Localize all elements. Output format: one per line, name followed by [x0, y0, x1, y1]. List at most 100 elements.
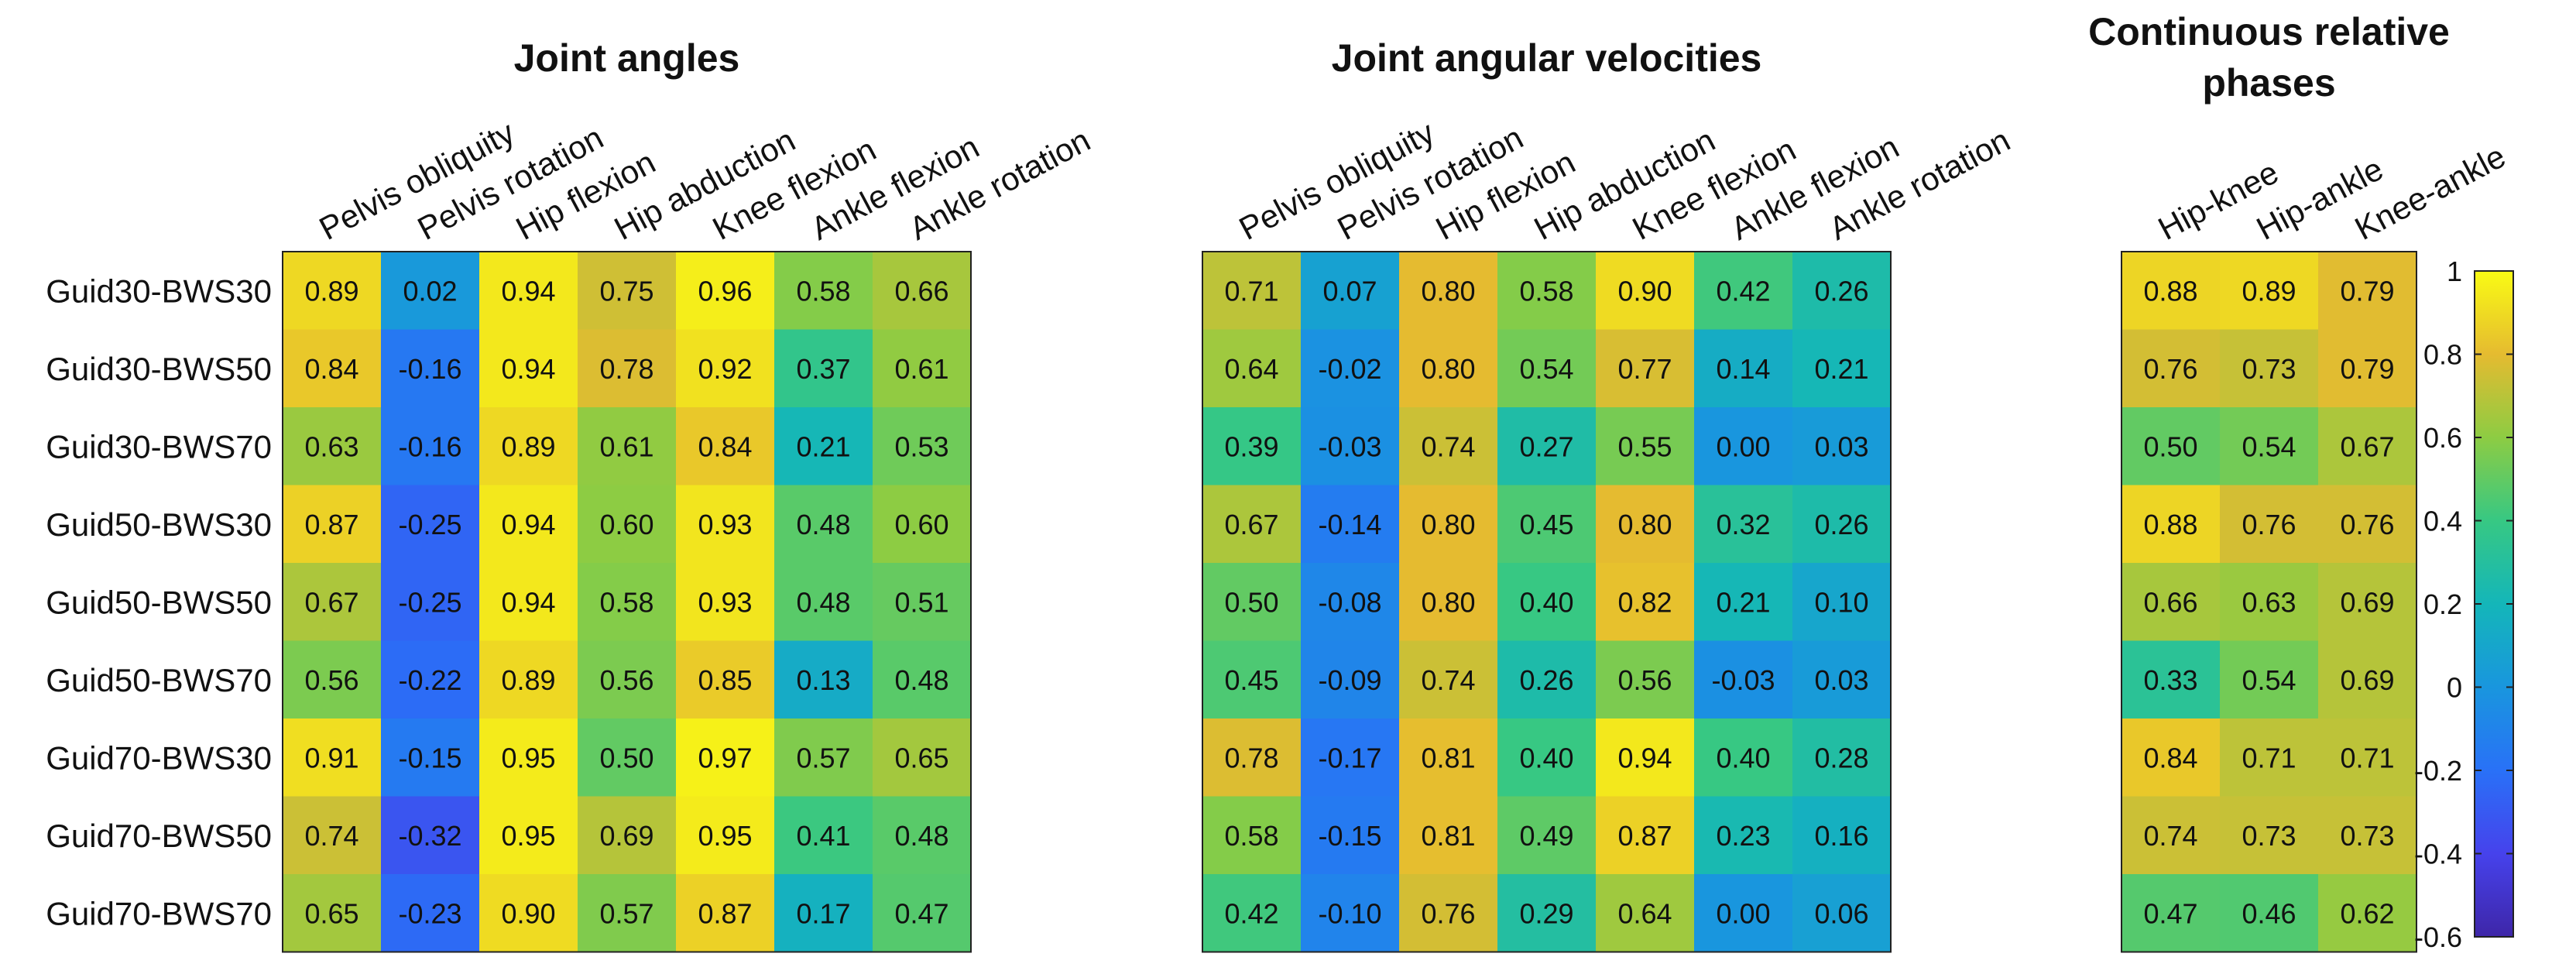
heatmap-cell — [873, 874, 972, 953]
row-label: Guid70-BWS70 — [46, 895, 272, 931]
cell-value-label: 0.53 — [894, 430, 948, 462]
heatmap-cell — [381, 407, 480, 486]
heatmap-cell — [283, 252, 382, 331]
heatmap-cell — [1497, 252, 1597, 331]
cell-value-label: 0.78 — [599, 353, 653, 385]
colorbar-tick-label: -0.6 — [2414, 921, 2462, 953]
cell-value-label: 0.71 — [2242, 742, 2296, 773]
heatmap-cell — [2122, 329, 2221, 408]
cell-value-label: -0.15 — [1318, 820, 1381, 852]
cell-value-label: 0.26 — [1814, 509, 1868, 540]
heatmap-cell — [774, 563, 873, 642]
heatmap-cell — [1497, 640, 1597, 719]
cell-value-label: 0.21 — [1716, 586, 1770, 618]
heatmap-cell — [283, 485, 382, 564]
heatmap-cell — [1792, 407, 1892, 486]
cell-value-label: 0.46 — [2242, 897, 2296, 929]
cell-value-label: 0.79 — [2340, 275, 2394, 307]
cell-value-label: 0.80 — [1617, 509, 1672, 540]
heatmap-cell — [1694, 718, 1793, 797]
heatmap-cell — [2318, 485, 2417, 564]
cell-value-label: 0.32 — [1716, 509, 1770, 540]
cell-value-label: 0.26 — [1814, 275, 1868, 307]
cell-value-label: 0.71 — [2340, 742, 2394, 773]
heatmap-cell — [578, 563, 677, 642]
cell-value-label: 0.81 — [1421, 742, 1475, 773]
heatmap-cell — [774, 252, 873, 331]
cell-value-label: 0.03 — [1814, 664, 1868, 696]
heatmap-cell — [479, 329, 578, 408]
panel-title: Joint angles — [514, 36, 740, 80]
heatmap-cell — [774, 407, 873, 486]
heatmap-cell — [1202, 563, 1302, 642]
cell-value-label: 0.73 — [2340, 820, 2394, 852]
heatmap-cell — [1301, 563, 1400, 642]
heatmap-cell — [1202, 874, 1302, 953]
heatmap-cell — [1596, 407, 1695, 486]
heatmap-cell — [1792, 563, 1892, 642]
cell-value-label: 0.03 — [1814, 430, 1868, 462]
cell-value-label: 0.10 — [1814, 586, 1868, 618]
cell-value-label: 0.94 — [501, 353, 555, 385]
heatmap-cell — [1792, 329, 1892, 408]
cell-value-label: 0.58 — [1519, 275, 1573, 307]
cell-value-label: 0.40 — [1519, 742, 1573, 773]
heatmap-cell — [676, 329, 775, 408]
cell-value-label: 0.65 — [894, 742, 948, 773]
cell-value-label: 0.67 — [1224, 509, 1278, 540]
heatmap-cell — [2122, 407, 2221, 486]
panel-frame — [282, 251, 972, 953]
cell-value-label: 0.69 — [2340, 664, 2394, 696]
heatmap-cell — [2122, 796, 2221, 875]
heatmap-cell — [1792, 874, 1892, 953]
cell-value-label: 0.90 — [1617, 275, 1672, 307]
heatmap-cell — [2122, 640, 2221, 719]
cell-value-label: 0.73 — [2242, 353, 2296, 385]
cell-value-label: 0.50 — [599, 742, 653, 773]
heatmap-cell — [2220, 329, 2319, 408]
cell-value-label: 0.58 — [599, 586, 653, 618]
heatmap-cell — [774, 640, 873, 719]
heatmap-cell — [283, 640, 382, 719]
cell-value-label: 0.61 — [894, 353, 948, 385]
heatmap-cell — [1497, 796, 1597, 875]
heatmap-cell — [774, 329, 873, 408]
cell-value-label: -0.08 — [1318, 586, 1381, 618]
heatmap-cell — [1497, 563, 1597, 642]
heatmap-cell — [1202, 796, 1302, 875]
cell-value-label: -0.16 — [398, 353, 461, 385]
heatmap-cell — [1792, 485, 1892, 564]
heatmap-cell — [1399, 329, 1498, 408]
cell-value-label: -0.14 — [1318, 509, 1381, 540]
cell-value-label: 0.88 — [2143, 509, 2197, 540]
cell-value-label: -0.03 — [1711, 664, 1775, 696]
cell-value-label: 0.76 — [2242, 509, 2296, 540]
heatmap-cell — [873, 329, 972, 408]
cell-value-label: 0.02 — [403, 275, 457, 307]
cell-value-label: 0.74 — [1421, 430, 1475, 462]
heatmap-cell — [2318, 718, 2417, 797]
heatmap-cell — [381, 485, 480, 564]
colorbar: 1 0.8 0.6 0.4 0.2 0 -0.2 -0.4 -0.6 — [2414, 256, 2514, 953]
heatmap-cell — [1792, 796, 1892, 875]
cell-value-label: 0.74 — [1421, 664, 1475, 696]
cell-value-label: 0.33 — [2143, 664, 2197, 696]
heatmap-cell — [873, 485, 972, 564]
cell-value-label: 0.65 — [304, 897, 358, 929]
cell-value-label: 0.94 — [501, 275, 555, 307]
heatmap-cell — [479, 640, 578, 719]
heatmap-cell — [283, 874, 382, 953]
cell-value-label: 0.62 — [2340, 897, 2394, 929]
cell-value-label: 0.84 — [2143, 742, 2197, 773]
panel-frame — [1202, 251, 1892, 953]
cell-value-label: 0.88 — [2143, 275, 2197, 307]
heatmap-cell — [2122, 874, 2221, 953]
heatmap-cell — [1202, 640, 1302, 719]
cell-value-label: 0.95 — [501, 820, 555, 852]
cell-value-label: 0.67 — [2340, 430, 2394, 462]
heatmap-cell — [578, 329, 677, 408]
cell-value-label: 0.80 — [1421, 586, 1475, 618]
cell-value-label: 0.64 — [1224, 353, 1278, 385]
heatmap-cell — [1596, 252, 1695, 331]
cell-value-label: 0.97 — [698, 742, 752, 773]
